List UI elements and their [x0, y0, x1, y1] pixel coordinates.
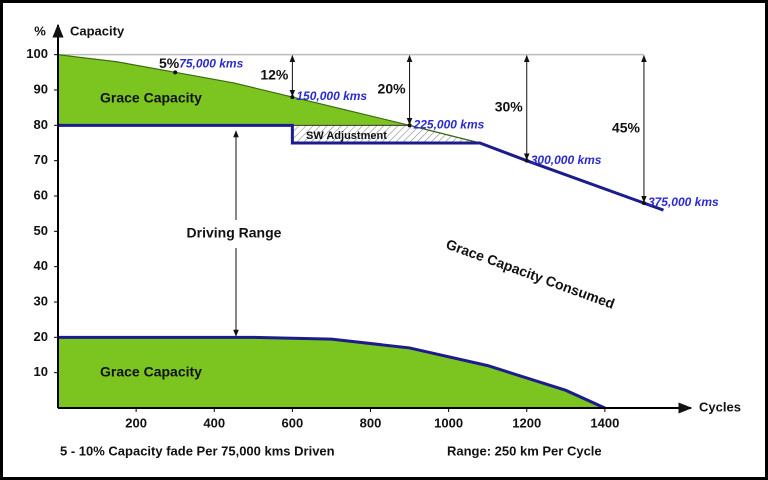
y-tick-label: 70	[34, 152, 48, 167]
kms-label: 375,000 kms	[648, 195, 719, 209]
x-tick-label: 400	[203, 415, 225, 430]
x-axis-title: Cycles	[699, 399, 741, 414]
series-line	[58, 335, 606, 410]
x-tick-label: 600	[282, 415, 304, 430]
y-axis-title: Capacity	[70, 23, 125, 38]
drop-label: 45%	[612, 120, 641, 136]
footnote: Range: 250 km Per Cycle	[447, 443, 602, 458]
y-tick-label: 90	[34, 81, 48, 96]
y-tick-label: 40	[34, 258, 48, 273]
area-label: Grace Capacity	[100, 364, 202, 380]
drop-label: 20%	[378, 81, 407, 97]
kms-label: 300,000 kms	[531, 153, 602, 167]
sw-label: SW Adjustment	[306, 130, 387, 142]
x-tick-label: 200	[125, 415, 147, 430]
y-tick-label: 10	[34, 364, 48, 379]
drop-label: 5%	[159, 55, 180, 71]
drop-label: 30%	[495, 98, 524, 114]
milestone-point	[173, 70, 178, 75]
footnote: 5 - 10% Capacity fade Per 75,000 kms Dri…	[60, 443, 335, 458]
x-tick-label: 1400	[590, 415, 619, 430]
x-tick-label: 800	[360, 415, 382, 430]
milestone-point	[407, 123, 412, 128]
kms-label: 150,000 kms	[296, 89, 367, 103]
x-tick-label: 1200	[512, 415, 541, 430]
y-tick-label: 50	[34, 223, 48, 238]
drop-label: 12%	[260, 67, 289, 83]
y-tick-label: 20	[34, 329, 48, 344]
y-tick-label: 30	[34, 293, 48, 308]
x-tick-label: 1000	[434, 415, 463, 430]
y-tick-label: 80	[34, 117, 48, 132]
milestone-point	[524, 158, 529, 163]
y-tick-label: 100	[26, 46, 48, 61]
kms-label: 225,000 kms	[413, 118, 485, 132]
range-label: Driving Range	[187, 225, 282, 241]
milestone-point	[641, 201, 646, 206]
kms-label: 75,000 kms	[179, 57, 243, 71]
y-axis-unit: %	[34, 23, 46, 38]
grace-area	[58, 337, 605, 408]
grace-area	[58, 54, 410, 126]
series-line	[57, 54, 481, 144]
y-tick-label: 60	[34, 187, 48, 202]
area-label: Grace Capacity	[100, 90, 202, 106]
milestone-point	[290, 95, 295, 100]
